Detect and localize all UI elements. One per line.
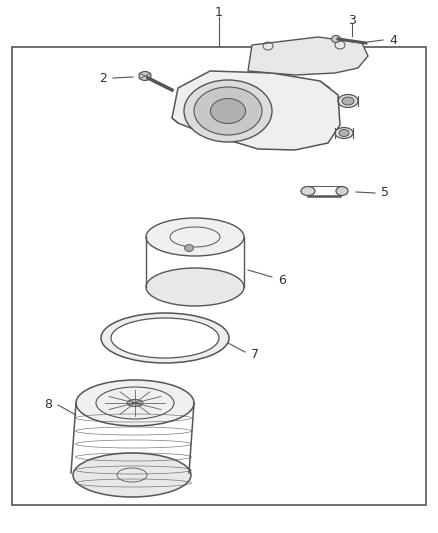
Ellipse shape [301, 187, 315, 196]
Text: 8: 8 [44, 399, 52, 411]
Ellipse shape [127, 400, 143, 407]
Ellipse shape [139, 71, 151, 80]
Ellipse shape [211, 99, 246, 124]
Ellipse shape [146, 218, 244, 256]
Ellipse shape [194, 87, 262, 135]
Ellipse shape [342, 97, 354, 105]
Ellipse shape [146, 268, 244, 306]
Ellipse shape [336, 187, 348, 196]
Text: 7: 7 [251, 349, 259, 361]
Ellipse shape [184, 245, 194, 252]
Ellipse shape [111, 318, 219, 358]
Ellipse shape [184, 80, 272, 142]
Ellipse shape [338, 94, 358, 108]
Ellipse shape [335, 127, 353, 139]
Ellipse shape [339, 130, 349, 136]
Text: 2: 2 [99, 71, 107, 85]
Polygon shape [172, 71, 340, 150]
Bar [12, 47, 426, 505]
Text: 3: 3 [348, 13, 356, 27]
Ellipse shape [73, 453, 191, 497]
Text: 6: 6 [278, 273, 286, 287]
Text: 4: 4 [389, 34, 397, 46]
Polygon shape [248, 37, 368, 75]
Ellipse shape [332, 36, 340, 43]
Text: 5: 5 [381, 187, 389, 199]
Ellipse shape [76, 380, 194, 426]
Ellipse shape [101, 313, 229, 363]
Text: 1: 1 [215, 5, 223, 19]
